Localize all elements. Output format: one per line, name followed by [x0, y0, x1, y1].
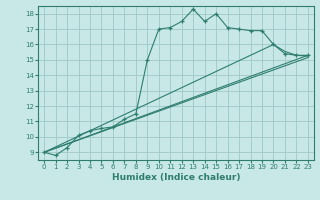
X-axis label: Humidex (Indice chaleur): Humidex (Indice chaleur) [112, 173, 240, 182]
